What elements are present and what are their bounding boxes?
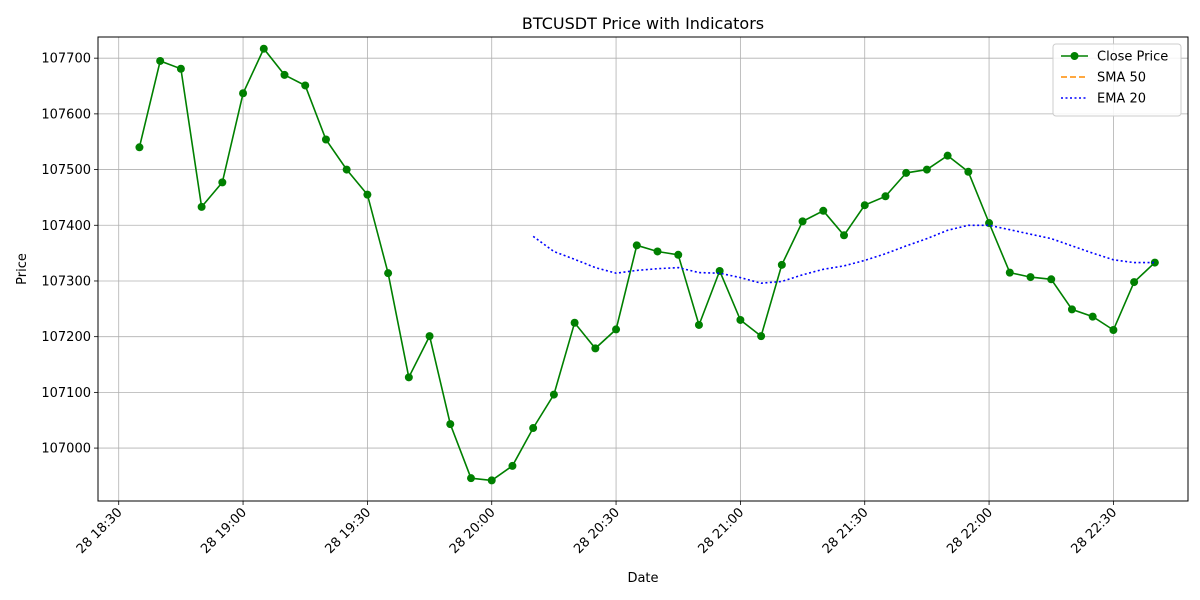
legend-label-ema-20: EMA 20 <box>1097 92 1146 107</box>
legend: Close Price SMA 50 EMA 20 <box>1052 43 1182 117</box>
close-price-point <box>736 315 745 324</box>
close-price-point <box>964 167 973 176</box>
close-price-point <box>321 135 330 144</box>
close-price-point <box>384 269 393 278</box>
close-price-point <box>902 168 911 177</box>
x-axis-title: Date <box>627 571 658 586</box>
x-tick-label: 28 20:00 <box>447 505 499 557</box>
x-tick-label: 28 22:00 <box>944 505 996 557</box>
close-price-point <box>881 192 890 201</box>
close-price-point <box>425 332 434 341</box>
close-price-point <box>798 217 807 226</box>
close-price-point <box>467 474 476 483</box>
close-price-point <box>508 461 517 470</box>
close-price-point <box>363 190 372 199</box>
close-price-point <box>549 390 558 399</box>
close-price-point <box>757 332 766 341</box>
close-price-point <box>176 64 185 73</box>
close-price-point <box>487 476 496 485</box>
legend-label-sma-50: SMA 50 <box>1097 71 1146 86</box>
close-price-point <box>777 260 786 269</box>
close-price-point <box>612 325 621 334</box>
close-price-point <box>922 165 931 174</box>
x-tick-label: 28 22:30 <box>1069 505 1121 557</box>
y-tick-label: 107500 <box>41 163 91 178</box>
close-price-point <box>135 143 144 152</box>
close-price-point <box>446 420 455 429</box>
x-tick-label: 28 21:00 <box>696 505 748 557</box>
series-layer <box>135 44 1159 485</box>
chart-title: BTCUSDT Price with Indicators <box>522 14 764 33</box>
y-tick-label: 107000 <box>41 442 91 457</box>
y-tick-label: 107300 <box>41 274 91 289</box>
close-price-point <box>280 70 289 79</box>
close-price-point <box>840 231 849 240</box>
close-price-point <box>1150 258 1159 267</box>
x-tick-label: 28 20:30 <box>571 505 623 557</box>
close-price-point <box>674 250 683 259</box>
close-price-point <box>301 81 310 90</box>
close-price-point <box>632 241 641 250</box>
close-price-point <box>1067 305 1076 314</box>
y-tick-label: 107700 <box>41 52 91 67</box>
x-tick-label: 28 21:30 <box>820 505 872 557</box>
y-axis: 107000 107100 107200 107300 107400 107500 1076… <box>41 52 98 457</box>
close-price-point <box>218 178 227 187</box>
close-price-point <box>529 424 538 433</box>
close-price-point <box>570 318 579 327</box>
close-price-point <box>860 201 869 210</box>
x-tick-label: 28 18:30 <box>74 505 126 557</box>
close-price-point <box>1005 268 1014 277</box>
y-tick-label: 107100 <box>41 386 91 401</box>
y-tick-label: 107400 <box>41 219 91 234</box>
y-tick-label: 107200 <box>41 330 91 345</box>
close-price-point <box>819 206 828 215</box>
close-price-point <box>1130 278 1139 287</box>
plot-frame <box>97 36 1189 502</box>
x-axis: 28 18:30 28 19:00 28 19:30 28 20:00 28 20:30… <box>74 501 1120 557</box>
close-price-line <box>138 47 1156 482</box>
close-price-point <box>1088 312 1097 321</box>
grid-lines <box>98 37 1188 501</box>
close-price-point <box>653 247 662 256</box>
close-price-point <box>1047 275 1056 284</box>
legend-marker-close-price <box>1070 52 1079 60</box>
close-price-point <box>694 320 703 329</box>
x-tick-label: 28 19:30 <box>323 505 375 557</box>
x-tick-label: 28 19:00 <box>198 505 250 557</box>
close-price-point <box>404 373 413 382</box>
close-price-point <box>1026 273 1035 282</box>
y-tick-label: 107600 <box>41 107 91 122</box>
legend-label-close-price: Close Price <box>1097 50 1168 65</box>
close-price-point <box>591 344 600 353</box>
close-price-point <box>259 44 268 53</box>
close-price-point <box>943 151 952 160</box>
close-price-point <box>342 165 351 174</box>
y-axis-title: Price <box>15 253 30 285</box>
close-price-point <box>156 56 165 65</box>
close-price-point <box>239 89 248 98</box>
close-price-point <box>197 202 206 211</box>
close-price-point <box>1109 325 1118 334</box>
